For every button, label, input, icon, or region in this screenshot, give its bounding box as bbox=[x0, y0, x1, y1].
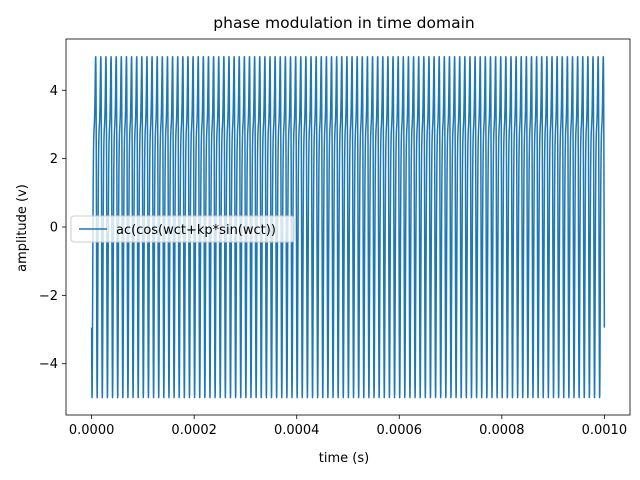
y-tick-label: 2 bbox=[50, 152, 58, 167]
y-axis-ticks: −4 −2 0 2 4 bbox=[39, 84, 66, 372]
y-tick-label: −4 bbox=[39, 357, 58, 372]
legend-box bbox=[70, 215, 295, 243]
chart-title: phase modulation in time domain bbox=[213, 14, 474, 32]
x-tick-label: 0.0004 bbox=[274, 423, 320, 438]
series-layer bbox=[90, 55, 606, 399]
x-axis-label: time (s) bbox=[319, 451, 369, 466]
x-tick-label: 0.0002 bbox=[171, 423, 217, 438]
x-axis-ticks: 0.0000 0.0002 0.0004 0.0006 0.0008 0.0010 bbox=[69, 415, 627, 438]
y-axis-label: amplitude (v) bbox=[15, 184, 30, 272]
series-line-0 bbox=[90, 55, 606, 399]
x-tick-label: 0.0006 bbox=[377, 423, 423, 438]
y-tick-label: 0 bbox=[50, 221, 58, 236]
x-tick-label: 0.0010 bbox=[582, 423, 628, 438]
y-tick-label: −2 bbox=[39, 289, 58, 304]
legend: ac(cos(wct+kp*sin(wct)) bbox=[70, 215, 295, 243]
x-tick-label: 0.0000 bbox=[69, 423, 115, 438]
legend-entry-label: ac(cos(wct+kp*sin(wct)) bbox=[116, 223, 276, 238]
y-tick-label: 4 bbox=[50, 84, 58, 99]
x-tick-label: 0.0008 bbox=[479, 423, 525, 438]
